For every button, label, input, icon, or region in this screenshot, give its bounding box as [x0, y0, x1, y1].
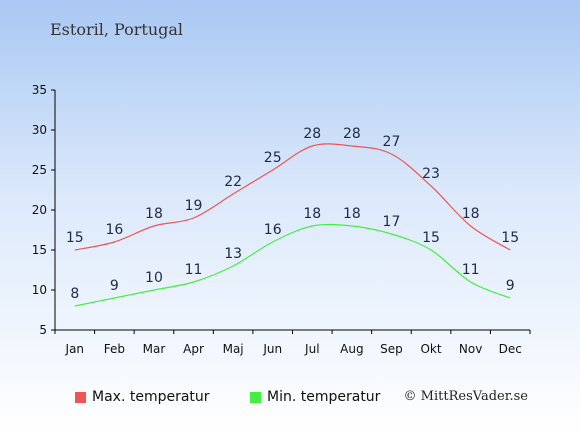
data-label-min: 11 [462, 262, 480, 278]
y-tick-label: 30 [32, 123, 47, 137]
data-label-min: 9 [110, 278, 119, 294]
x-tick-label: Apr [183, 342, 204, 356]
data-label-min: 18 [343, 206, 361, 222]
data-label-min: 17 [383, 214, 401, 230]
data-label-max: 22 [224, 174, 242, 190]
data-label-min: 18 [303, 206, 321, 222]
y-tick-label: 5 [39, 323, 47, 337]
site-credit: © MittResVader.se [403, 389, 528, 404]
x-tick-label: Nov [459, 342, 482, 356]
series-lines [74, 143, 511, 307]
series-line-max [74, 143, 511, 251]
legend-swatch-max [75, 391, 86, 403]
x-tick-label: Jan [65, 342, 85, 356]
x-tick-label: Dec [499, 342, 522, 356]
data-label-max: 23 [422, 166, 440, 182]
data-label-max: 19 [185, 198, 203, 214]
legend-label-min: Min. temperatur [267, 389, 381, 405]
data-label-max: 16 [105, 222, 123, 238]
x-tick-label: Jun [262, 342, 282, 356]
y-tick-label: 20 [32, 203, 47, 217]
x-tick-label: Maj [223, 342, 244, 356]
x-tick-label: Mar [143, 342, 166, 356]
data-label-min: 9 [506, 278, 515, 294]
data-label-max: 15 [501, 230, 519, 246]
legend-swatch-min [250, 391, 261, 403]
axes: 5 10 15 20 25 30 35 Jan Feb Mar Apr Maj Jun Jul Aug Sep… [32, 83, 531, 356]
data-label-min: 11 [185, 262, 203, 278]
data-label-min: 10 [145, 270, 163, 286]
y-tick-label: 15 [32, 243, 47, 257]
x-tick-label: Okt [420, 342, 441, 356]
y-tick-label: 25 [32, 163, 47, 177]
data-label-max: 25 [264, 150, 282, 166]
x-tick-label: Jul [304, 342, 319, 356]
series-line-min [74, 223, 511, 307]
legend-item-min: Min. temperatur [250, 389, 380, 405]
data-label-max: 15 [66, 230, 84, 246]
y-tick-label: 10 [32, 283, 47, 297]
data-label-max: 18 [145, 206, 163, 222]
data-label-max: 28 [343, 126, 361, 142]
page-title: Estoril, Portugal [50, 20, 184, 39]
legend-label-max: Max. temperatur [92, 389, 210, 405]
data-label-max: 18 [462, 206, 480, 222]
data-label-min: 16 [264, 222, 282, 238]
x-tick-label: Sep [380, 342, 403, 356]
legend-item-max: Max. temperatur [75, 389, 210, 405]
data-label-min: 13 [224, 246, 242, 262]
x-tick-label: Aug [340, 342, 363, 356]
data-label-max: 28 [303, 126, 321, 142]
x-tick-label: Feb [104, 342, 125, 356]
data-label-max: 27 [383, 134, 401, 150]
data-label-min: 15 [422, 230, 440, 246]
data-labels: 15 16 18 19 22 25 28 28 27 23 18 15 8 9 10 11 13 16 18 18 17… [66, 126, 519, 302]
y-tick-label: 35 [32, 83, 47, 97]
data-label-min: 8 [70, 286, 79, 302]
